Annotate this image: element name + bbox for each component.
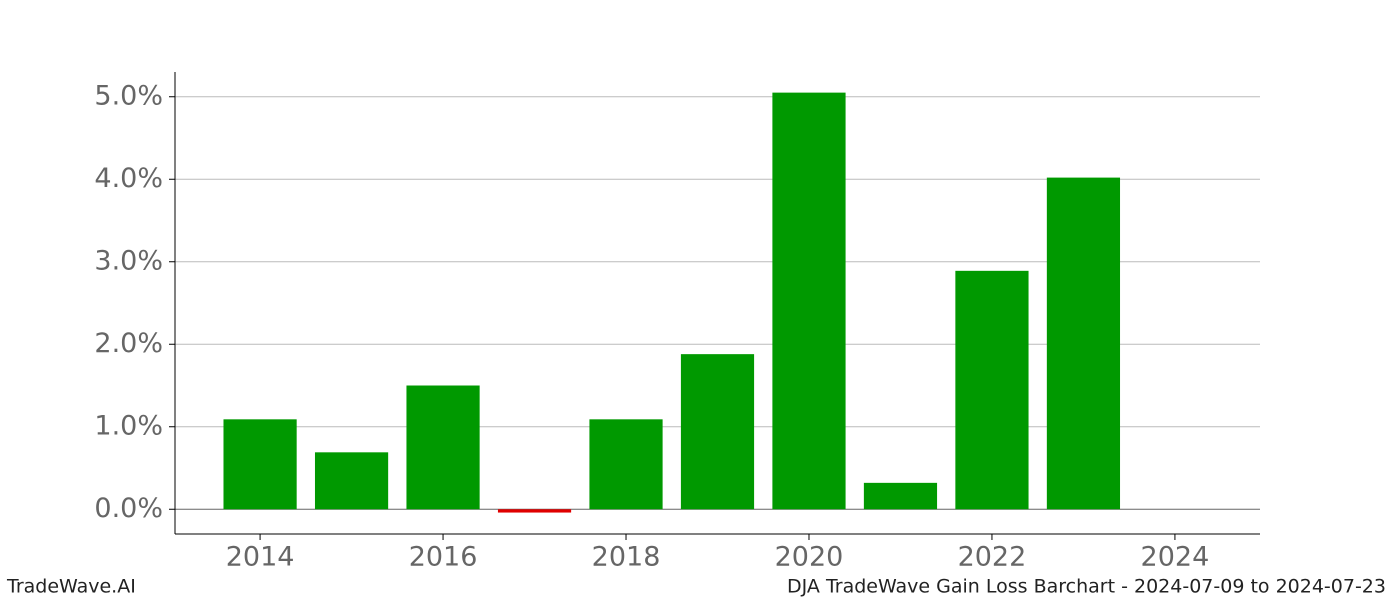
x-tick-label: 2020 (775, 542, 844, 573)
bar (406, 385, 480, 510)
bar (223, 419, 297, 510)
y-tick-label: 5.0% (94, 80, 163, 111)
bar (497, 509, 572, 513)
bar (680, 354, 755, 510)
bar (589, 419, 663, 510)
bar (1046, 177, 1121, 510)
x-tick-label: 2022 (958, 542, 1027, 573)
x-tick-label: 2016 (409, 542, 478, 573)
bar (772, 92, 846, 510)
x-tick-label: 2014 (226, 542, 295, 573)
bar (863, 482, 938, 510)
x-tick-label: 2024 (1141, 542, 1210, 573)
bar (314, 452, 389, 510)
chart-title: DJA TradeWave Gain Loss Barchart - 2024-… (787, 576, 1386, 598)
y-tick-label: 4.0% (94, 163, 163, 194)
bar (955, 270, 1029, 510)
y-tick-label: 3.0% (94, 245, 163, 276)
y-tick-label: 2.0% (94, 328, 163, 359)
x-tick-label: 2018 (592, 542, 661, 573)
y-tick-label: 0.0% (94, 493, 163, 524)
y-tick-label: 1.0% (94, 410, 163, 441)
brand: TradeWave.AI (6, 576, 136, 598)
